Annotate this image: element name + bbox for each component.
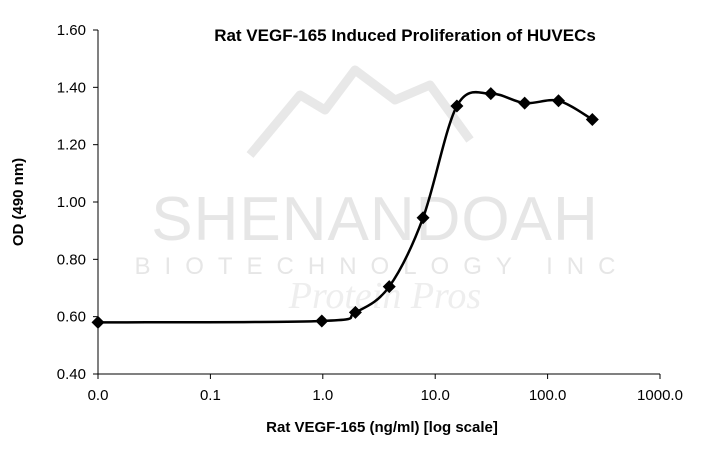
y-tick-label: 1.20	[57, 137, 86, 154]
data-point	[450, 99, 464, 113]
y-tick-label: 0.60	[57, 309, 86, 326]
data-point	[585, 112, 599, 126]
watermark-line3: Protein Pros	[288, 275, 481, 317]
x-tick-label: 10.0	[421, 387, 450, 404]
chart-title: Rat VEGF-165 Induced Proliferation of HU…	[214, 26, 596, 45]
data-point	[382, 280, 396, 294]
x-tick-label: 0.0	[88, 387, 109, 404]
x-tick-label: 100.0	[529, 387, 567, 404]
data-point	[348, 305, 362, 319]
data-point	[416, 211, 430, 225]
x-ticks: 0.0 0.1 1.0 10.0 100.0 1000.0	[88, 374, 683, 404]
data-point	[551, 94, 565, 108]
data-point	[315, 314, 329, 328]
y-tick-label: 1.40	[57, 79, 86, 96]
x-tick-label: 0.1	[200, 387, 221, 404]
watermark-line2: BIOTECHNOLOGY INC	[135, 253, 630, 280]
x-tick-label: 1000.0	[637, 387, 683, 404]
watermark-line1: SHENANDOAH	[151, 185, 599, 254]
watermark: SHENANDOAH BIOTECHNOLOGY INC Protein Pro…	[135, 65, 630, 317]
watermark-mountain-icon	[246, 65, 474, 158]
series	[91, 87, 599, 329]
y-axis-title: OD (490 nm)	[10, 158, 27, 246]
y-ticks: 0.40 0.60 0.80 1.00 1.20 1.40 1.60	[57, 22, 98, 383]
x-tick-label: 1.0	[312, 387, 333, 404]
y-tick-label: 1.00	[57, 194, 86, 211]
x-axis-title: Rat VEGF-165 (ng/ml) [log scale]	[266, 419, 498, 436]
y-tick-label: 0.40	[57, 366, 86, 383]
data-point	[91, 315, 105, 329]
y-tick-label: 1.60	[57, 22, 86, 39]
data-point	[484, 87, 498, 101]
data-point	[518, 96, 532, 110]
y-tick-label: 0.80	[57, 251, 86, 268]
